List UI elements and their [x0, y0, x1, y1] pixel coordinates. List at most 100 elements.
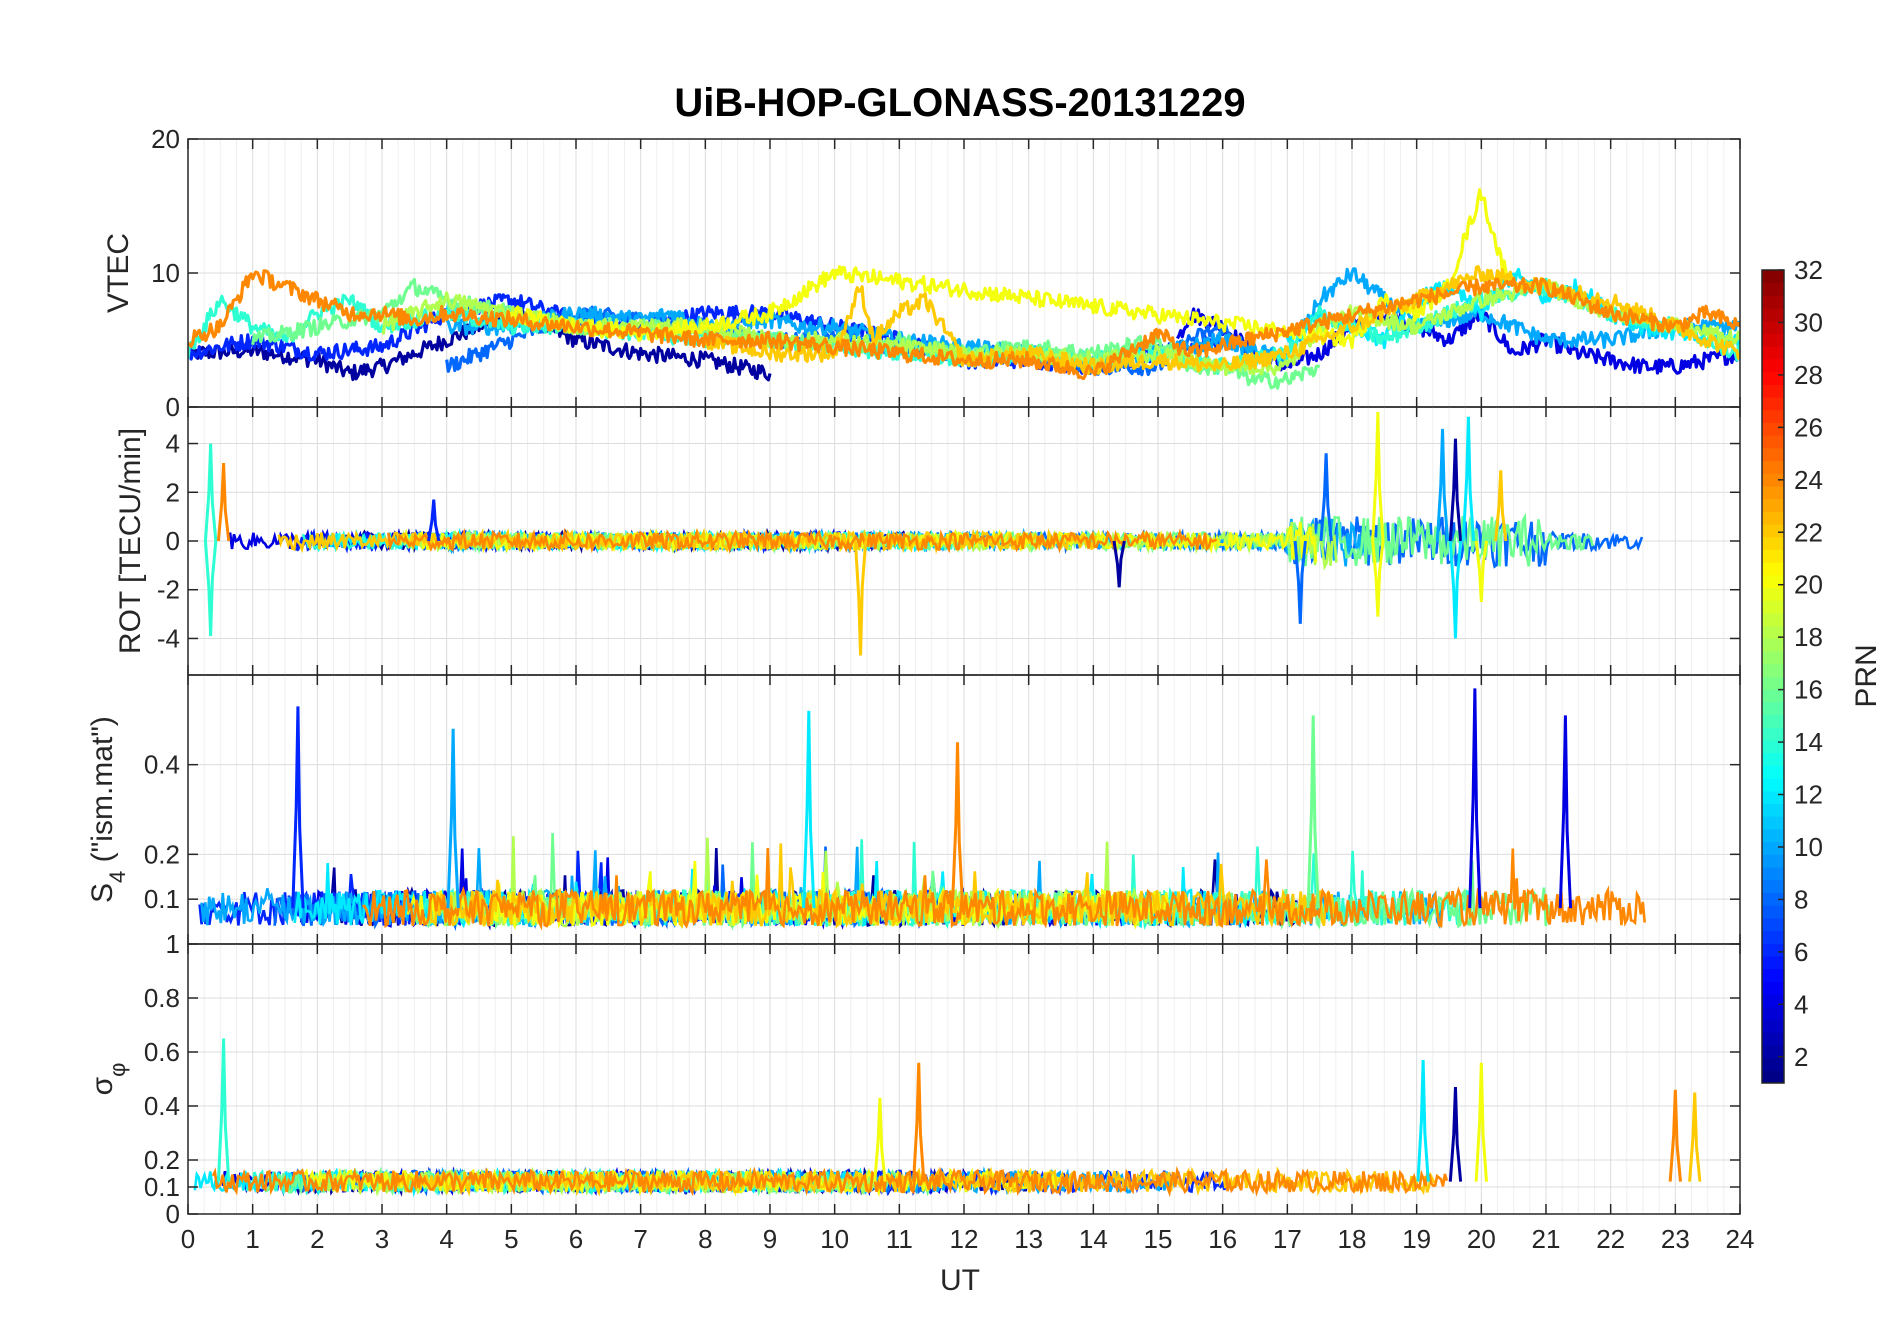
x-tick-label: 5: [504, 1224, 518, 1254]
panel-sigma-phi: 00.10.20.40.60.810 1 2 3 4 5 6 7 8 9 10 11 12 13 14 15 1…: [86, 929, 1754, 1254]
colorbar-swatch: [1762, 740, 1784, 754]
y-tick-label: 0: [166, 526, 180, 556]
spike-prn-12: [1461, 416, 1476, 542]
x-tick-label: 14: [1079, 1224, 1108, 1254]
y-tick-label: 0.8: [144, 983, 180, 1013]
y-tick-label: 10: [151, 258, 180, 288]
series-prn-20: [509, 188, 1516, 350]
colorbar-swatch: [1762, 930, 1784, 944]
colorbar-swatch: [1762, 562, 1784, 576]
colorbar-swatch: [1762, 689, 1784, 703]
colorbar-frame: [1761, 269, 1785, 1084]
colorbar-swatch: [1762, 625, 1784, 639]
y-tick-label: 0.1: [144, 884, 180, 914]
x-tick-label: 7: [633, 1224, 647, 1254]
colorbar-swatch: [1762, 816, 1784, 830]
colorbar-swatch: [1762, 892, 1784, 906]
spike-prn-8: [1293, 540, 1307, 624]
colorbar-tick-label: 16: [1794, 675, 1823, 705]
colorbar-swatch: [1762, 384, 1784, 398]
colorbar-tick-label: 20: [1794, 570, 1823, 600]
x-tick-label: 12: [950, 1224, 979, 1254]
colorbar-tick-label: 28: [1794, 360, 1823, 390]
spike-prn-14: [203, 540, 218, 637]
x-tick-label: 1: [245, 1224, 259, 1254]
colorbar-tick-label: 2: [1794, 1042, 1808, 1072]
x-tick-label: 20: [1467, 1224, 1496, 1254]
colorbar-swatch: [1762, 574, 1784, 589]
colorbar-tick-label: 10: [1794, 832, 1823, 862]
colorbar-tick-label: 22: [1794, 517, 1823, 547]
colorbar-swatch: [1762, 1006, 1784, 1020]
colorbar-swatch: [1762, 333, 1784, 347]
colorbar-swatch: [1762, 943, 1784, 957]
colorbar-swatch: [1762, 638, 1784, 652]
colorbar-swatch: [1762, 549, 1784, 563]
x-axis-label: UT: [940, 1264, 980, 1297]
colorbar-tick-label: 26: [1794, 412, 1823, 442]
colorbar-swatch: [1762, 358, 1784, 373]
colorbar-swatch: [1762, 905, 1784, 919]
spike-prn-12: [1448, 540, 1463, 639]
x-tick-label: 3: [375, 1224, 389, 1254]
spike-prn-12: [1416, 1060, 1430, 1182]
spike-prn-2: [1112, 540, 1126, 588]
x-tick-label: 15: [1144, 1224, 1173, 1254]
colorbar-swatch: [1762, 498, 1784, 512]
spike-prn-2: [1448, 1087, 1463, 1182]
colorbar-swatch: [1762, 714, 1784, 728]
x-tick-label: 11: [886, 1224, 913, 1254]
y-tick-label: 4: [166, 429, 180, 459]
grid: [187, 138, 1741, 408]
spike-prn-20: [1474, 1062, 1489, 1182]
colorbar-swatch: [1762, 676, 1784, 690]
y-tick-label: -2: [157, 575, 180, 605]
data-lines: [193, 1038, 1702, 1198]
colorbar-swatch: [1762, 663, 1784, 677]
colorbar-swatch: [1762, 968, 1784, 982]
spike-prn-20: [1371, 540, 1385, 617]
colorbar-swatch: [1762, 917, 1784, 932]
colorbar-swatch: [1762, 727, 1784, 741]
spike-prn-24: [216, 462, 231, 542]
colorbar-swatch: [1762, 473, 1784, 487]
colorbar-swatch: [1762, 879, 1784, 893]
y-tick-label: 0.2: [144, 839, 180, 869]
colorbar-swatch: [1762, 270, 1784, 284]
x-tick-label: 2: [310, 1224, 324, 1254]
y-axis-label: σφ: [86, 1063, 130, 1096]
colorbar-swatch: [1762, 867, 1784, 881]
colorbar-swatch: [1762, 346, 1784, 360]
colorbar-swatch: [1762, 308, 1784, 322]
series-prn-2: [188, 308, 772, 382]
colorbar-swatch: [1762, 524, 1784, 538]
series-prn-24: [211, 1165, 1449, 1198]
y-tick-label: 20: [151, 124, 180, 154]
y-tick-label: 0.4: [144, 1091, 180, 1121]
spike-prn-20: [1474, 540, 1488, 602]
spike-prn-12: [802, 710, 816, 909]
colorbar-swatch: [1762, 600, 1784, 614]
colorbar-swatch: [1762, 828, 1784, 843]
spike-prn-10: [1435, 428, 1450, 542]
colorbar-tick-label: 24: [1794, 465, 1823, 495]
colorbar-swatch: [1762, 282, 1784, 296]
spike-prn-22: [853, 540, 868, 656]
spike-prn-24: [950, 742, 965, 909]
colorbar-swatch: [1762, 435, 1784, 449]
y-tick-label: 0.4: [144, 750, 180, 780]
colorbar-swatch: [1762, 460, 1784, 474]
spike-prn-22: [1494, 470, 1508, 542]
colorbar-tick-label: 12: [1794, 780, 1823, 810]
y-axis-label: ROT [TECU/min]: [114, 428, 147, 654]
spike-prn-14: [216, 1038, 231, 1182]
spike-prn-6: [427, 499, 441, 542]
x-tick-label: 22: [1596, 1224, 1625, 1254]
colorbar-label: PRN: [1850, 644, 1883, 707]
colorbar-swatch: [1762, 1019, 1784, 1033]
x-tick-label: 4: [439, 1224, 453, 1254]
spike-prn-14: [203, 443, 218, 542]
colorbar-swatch: [1762, 397, 1784, 411]
